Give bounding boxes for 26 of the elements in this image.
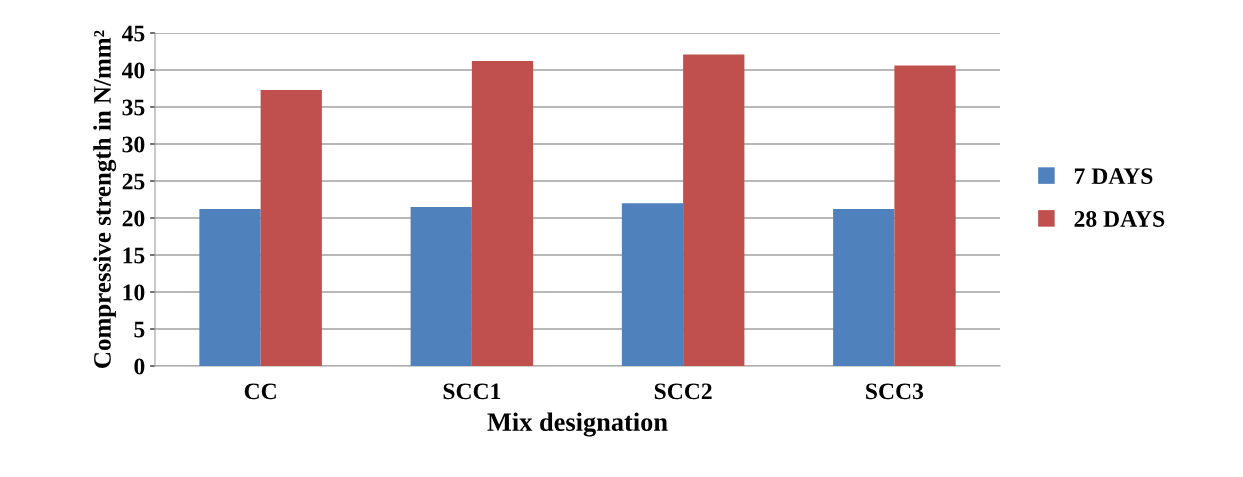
y-tick-label: 5: [134, 321, 145, 338]
y-tick-label: 0: [134, 358, 145, 375]
bar: [410, 206, 472, 366]
bar: [894, 65, 956, 366]
x-tick-label: SCC1: [443, 383, 501, 400]
bar: [683, 54, 745, 366]
legend-label: 7 DAYS: [1074, 168, 1153, 185]
y-axis-title: Compressive strength in N/mm²: [93, 30, 117, 368]
y-tick-label: 40: [121, 62, 145, 79]
y-tick-label: 10: [123, 284, 145, 301]
x-tick-label: SCC3: [866, 383, 924, 400]
x-tick-label: SCC2: [654, 383, 712, 400]
y-tick-label: 35: [122, 99, 145, 116]
legend-label: 28 DAYS: [1074, 210, 1165, 227]
x-tick-label: CC: [244, 383, 276, 400]
bar: [621, 203, 684, 366]
x-axis-title: Mix designation: [487, 412, 668, 437]
bar: [199, 209, 261, 366]
y-tick-label: 25: [122, 173, 145, 190]
bar: [471, 61, 534, 366]
y-tick-label: 45: [121, 25, 145, 42]
y-tick-label: 15: [123, 247, 145, 264]
y-tick-label: 30: [122, 136, 145, 153]
bar: [833, 209, 895, 366]
y-tick-label: 20: [122, 210, 145, 227]
bar: [260, 89, 322, 366]
